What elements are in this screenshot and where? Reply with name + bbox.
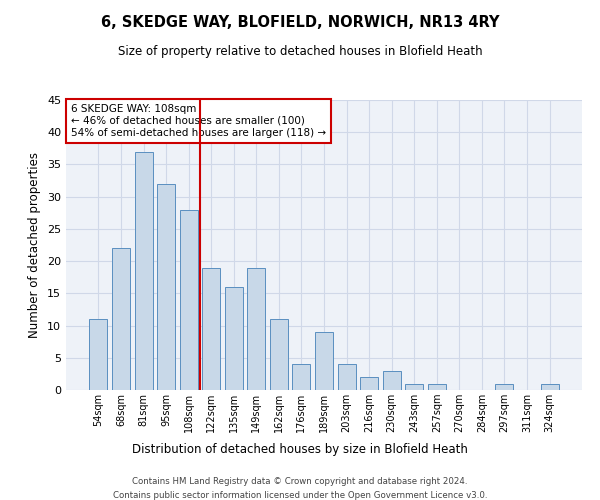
Text: Distribution of detached houses by size in Blofield Heath: Distribution of detached houses by size … bbox=[132, 442, 468, 456]
Text: 6 SKEDGE WAY: 108sqm
← 46% of detached houses are smaller (100)
54% of semi-deta: 6 SKEDGE WAY: 108sqm ← 46% of detached h… bbox=[71, 104, 326, 138]
Text: Size of property relative to detached houses in Blofield Heath: Size of property relative to detached ho… bbox=[118, 45, 482, 58]
Bar bbox=[383, 370, 401, 390]
Bar bbox=[225, 287, 243, 390]
Text: Contains HM Land Registry data © Crown copyright and database right 2024.: Contains HM Land Registry data © Crown c… bbox=[132, 478, 468, 486]
Bar bbox=[134, 152, 152, 390]
Bar bbox=[405, 384, 423, 390]
Bar bbox=[247, 268, 265, 390]
Bar bbox=[157, 184, 175, 390]
Bar bbox=[292, 364, 310, 390]
Y-axis label: Number of detached properties: Number of detached properties bbox=[28, 152, 41, 338]
Text: 6, SKEDGE WAY, BLOFIELD, NORWICH, NR13 4RY: 6, SKEDGE WAY, BLOFIELD, NORWICH, NR13 4… bbox=[101, 15, 499, 30]
Bar bbox=[179, 210, 198, 390]
Text: Contains public sector information licensed under the Open Government Licence v3: Contains public sector information licen… bbox=[113, 491, 487, 500]
Bar bbox=[541, 384, 559, 390]
Bar bbox=[112, 248, 130, 390]
Bar bbox=[428, 384, 446, 390]
Bar bbox=[496, 384, 514, 390]
Bar bbox=[202, 268, 220, 390]
Bar bbox=[270, 319, 288, 390]
Bar bbox=[360, 377, 378, 390]
Bar bbox=[338, 364, 356, 390]
Bar bbox=[315, 332, 333, 390]
Bar bbox=[89, 319, 107, 390]
